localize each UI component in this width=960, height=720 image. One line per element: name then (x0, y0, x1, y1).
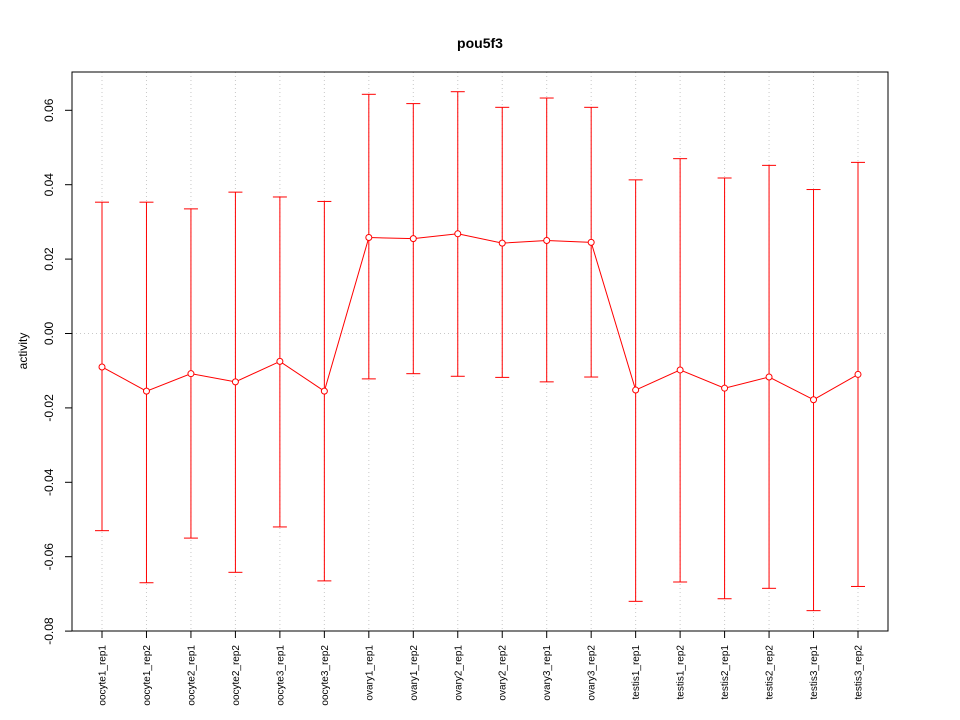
data-point (765, 373, 773, 381)
x-tick-label: oocyte1_rep2 (142, 645, 153, 706)
x-tick-label: testis2_rep1 (720, 645, 731, 700)
data-point (854, 370, 862, 378)
x-tick-label: oocyte3_rep2 (320, 645, 331, 706)
data-point (187, 370, 195, 378)
x-tick-label: testis3_rep2 (854, 645, 865, 700)
data-point (676, 366, 684, 374)
x-tick-label: oocyte1_rep1 (98, 645, 109, 706)
x-tick-label: testis3_rep1 (809, 645, 820, 700)
y-tick-label: 0.04 (42, 173, 56, 197)
series-line (101, 233, 859, 401)
y-axis-label: activity (16, 333, 30, 370)
grid-layer (72, 72, 888, 631)
x-tick-label: ovary2_rep2 (498, 645, 509, 701)
x-tick-label: ovary3_rep2 (587, 645, 598, 701)
axes-layer: -0.08 -0.06 -0.04 -0.02 0.00 0.02 0.04 0.06 oocy… (42, 98, 865, 705)
plot-frame (71, 71, 889, 632)
x-tick-label: ovary1_rep1 (364, 645, 375, 701)
x-tick-label: testis2_rep2 (765, 645, 776, 700)
x-tick-label: ovary2_rep1 (453, 645, 464, 701)
y-tick-label: -0.08 (42, 617, 56, 645)
data-point (810, 396, 818, 404)
data-point (98, 363, 106, 371)
y-tick-label: 0.02 (42, 247, 56, 271)
x-tick-label: ovary3_rep1 (542, 645, 553, 701)
x-tick-label: oocyte3_rep1 (275, 645, 286, 706)
y-tick-label: 0.00 (42, 321, 56, 345)
data-point (498, 239, 506, 247)
data-point (142, 387, 150, 395)
y-tick-label: -0.02 (42, 394, 56, 422)
y-tick-label: -0.06 (42, 543, 56, 571)
data-point (587, 238, 595, 246)
x-tick-label: oocyte2_rep1 (186, 645, 197, 706)
data-point (231, 378, 239, 386)
data-point (365, 234, 373, 242)
data-point (320, 387, 328, 395)
data-point (454, 230, 462, 238)
data-point (721, 384, 729, 392)
series-layer (95, 91, 865, 612)
data-point (632, 386, 640, 394)
data-point (409, 235, 417, 243)
data-point (543, 237, 551, 244)
y-tick-label: -0.04 (42, 468, 56, 496)
chart-title: pou5f3 (457, 35, 503, 51)
x-tick-label: oocyte2_rep2 (231, 645, 242, 706)
y-tick-label: 0.06 (42, 98, 56, 122)
x-tick-label: ovary1_rep2 (409, 645, 420, 701)
data-point (276, 357, 284, 365)
x-tick-label: testis1_rep1 (631, 645, 642, 700)
x-tick-label: testis1_rep2 (676, 645, 687, 700)
